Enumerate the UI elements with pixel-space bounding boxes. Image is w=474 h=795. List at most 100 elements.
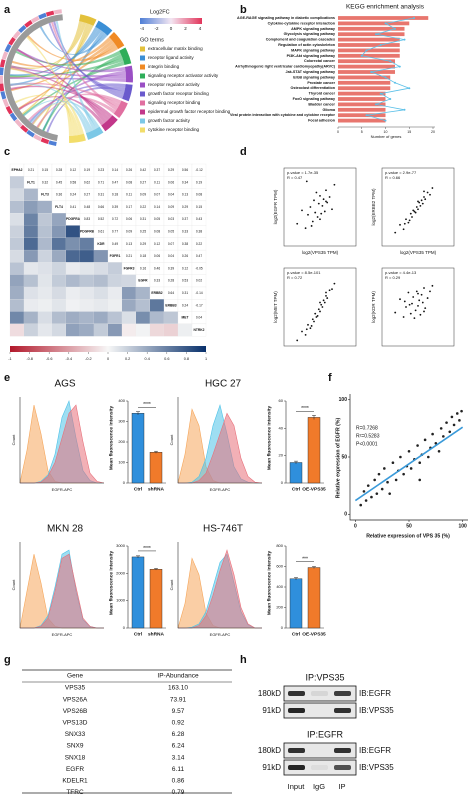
scatter-point xyxy=(322,299,325,302)
table-header: Gene xyxy=(67,673,83,680)
y-axis-label: Mean fluorescence intensity xyxy=(266,551,272,616)
plot-frame xyxy=(283,167,357,247)
error-bar xyxy=(136,555,140,559)
heat-cell xyxy=(164,311,178,324)
scatter-point xyxy=(452,423,456,427)
scatter-point xyxy=(431,432,434,436)
heat-cell xyxy=(24,299,38,312)
heat-cell xyxy=(122,287,136,300)
band xyxy=(311,765,328,770)
pvalue-point xyxy=(398,65,401,68)
legend-label: epidermal growth factor receptor binding xyxy=(148,109,231,114)
cell-value: 0.12 xyxy=(70,168,76,172)
cell-value: 0.14 xyxy=(112,168,118,172)
cell-value: 0.08 xyxy=(196,193,202,197)
panel-letter: e xyxy=(4,372,10,384)
heat-cell xyxy=(80,299,94,312)
pvalue-point xyxy=(379,44,382,46)
cell-value: 0.27 xyxy=(84,193,90,197)
scatter-point xyxy=(373,478,376,482)
y-tick-label: Viral protein interaction with cytokine … xyxy=(230,113,336,117)
y-tick-label: Thyroid cancer xyxy=(309,92,336,96)
chord-ribbon xyxy=(22,61,125,116)
heat-cell xyxy=(150,311,164,324)
panel-title: MKN 28 xyxy=(47,524,84,535)
error-bar xyxy=(312,566,316,569)
scatter-point xyxy=(311,318,314,321)
heat-cell xyxy=(10,225,24,238)
heat-cell xyxy=(108,323,122,337)
lane-label: IP xyxy=(338,782,345,791)
band xyxy=(288,708,305,713)
cell-value: 0.48 xyxy=(84,205,90,209)
y-axis-label: log2(MET TPM) xyxy=(273,291,278,323)
scatter-point xyxy=(314,211,317,214)
heat-cell xyxy=(108,311,122,324)
scatter-point xyxy=(314,312,317,315)
lane-label: Input xyxy=(288,782,306,791)
panel-letter: c xyxy=(4,146,10,158)
marker-label: 91kD xyxy=(262,706,281,715)
heat-cell xyxy=(80,250,94,263)
scatter-point xyxy=(375,492,379,495)
lane-label: IgG xyxy=(313,782,325,791)
scatter-point xyxy=(323,210,326,213)
y-tick-label: 200 xyxy=(118,439,125,444)
scatter-point xyxy=(419,313,422,316)
y-axis-label: Mean fluorescence intensity xyxy=(266,406,272,471)
colorbar-tick: -4 xyxy=(140,26,144,31)
cell-value: 0.58 xyxy=(70,180,76,184)
scatter-point xyxy=(394,478,398,482)
cell-value: 0.04 xyxy=(196,316,202,320)
term-arc xyxy=(101,115,118,132)
heat-cell xyxy=(38,299,52,312)
scatter-point xyxy=(310,325,313,327)
pvalue-point xyxy=(375,33,377,36)
scatter-point xyxy=(316,315,319,317)
error-bar xyxy=(294,460,298,464)
scatter-point xyxy=(304,227,307,230)
heat-cell xyxy=(66,299,80,312)
y-tick-label: 40 xyxy=(279,425,284,430)
colorbar-tick: 0 xyxy=(107,357,109,361)
scatter-point xyxy=(333,183,336,186)
heat-cell xyxy=(94,311,108,324)
bar xyxy=(338,32,405,37)
cell-value: 0.33 xyxy=(182,229,188,233)
gene-ring xyxy=(4,14,63,142)
gene-label: EPHA2 xyxy=(12,168,23,172)
scatter-point xyxy=(313,199,315,202)
fc-segment xyxy=(40,137,50,145)
scatter-point xyxy=(311,220,314,223)
scatter-point xyxy=(394,231,397,234)
scatter-point xyxy=(417,292,419,295)
fc-segment xyxy=(18,24,27,34)
scatter-point xyxy=(359,503,363,507)
heat-cell xyxy=(10,213,24,226)
heat-cell xyxy=(80,274,94,287)
scatter-point xyxy=(412,209,415,212)
heat-cell xyxy=(52,299,66,312)
y-tick-label: Regulation of actin cytoskeleton xyxy=(278,43,336,47)
annotation: R = 0.72 xyxy=(287,275,303,280)
table-cell: VPS35 xyxy=(65,685,86,692)
scatter-point xyxy=(418,201,421,204)
scatter-point xyxy=(426,191,429,194)
y-tick-label: 600 xyxy=(276,564,283,569)
scatter-point xyxy=(415,206,418,208)
scatter-point xyxy=(417,208,419,211)
fc-segment xyxy=(1,51,9,60)
axes xyxy=(19,397,104,484)
y-tick-label: 0 xyxy=(123,625,126,630)
term-arc xyxy=(124,65,133,83)
scatter-point xyxy=(319,301,321,304)
heat-cell xyxy=(150,299,164,312)
annotation: R = 0.29 xyxy=(385,275,401,280)
legend-title: Log2FC xyxy=(150,9,170,15)
y-tick-label: Bladder cancer xyxy=(308,102,335,106)
colorbar-tick: -1 xyxy=(8,357,11,361)
heat-cell xyxy=(10,311,24,324)
scatter-point xyxy=(319,194,321,197)
pvalue-point xyxy=(384,76,387,79)
cell-value: 0.23 xyxy=(98,168,104,172)
